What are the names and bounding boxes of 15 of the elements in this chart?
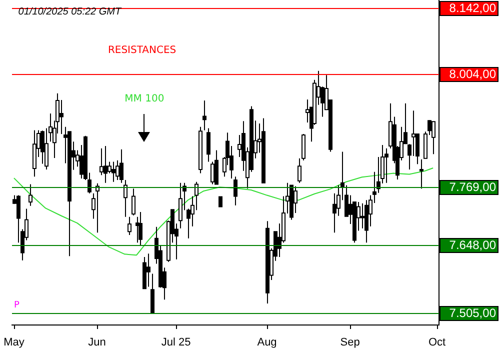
ref-line-label: 8.004,00	[449, 66, 496, 81]
annotation: P	[14, 300, 20, 310]
x-tick-label: Aug	[257, 336, 277, 349]
x-tick-label: Jun	[88, 336, 106, 349]
ref-line-label: 8.142,00	[449, 0, 496, 15]
text: MM 100	[124, 94, 164, 105]
ref-line-label: 7.648,00	[449, 238, 496, 252]
x-tick-label: Oct	[428, 336, 446, 349]
annotation: RESISTANCES	[108, 45, 176, 56]
x-tick-label: Jul 25	[161, 336, 191, 349]
x-tick-label: Sep	[340, 336, 360, 349]
x-tick-label: May	[4, 336, 25, 349]
annotation: 01/10/2025 05:22 GMT	[18, 6, 122, 18]
ref-line-label: 7.769,00	[449, 180, 496, 194]
ref-line-label: 7.505,00	[449, 306, 496, 320]
